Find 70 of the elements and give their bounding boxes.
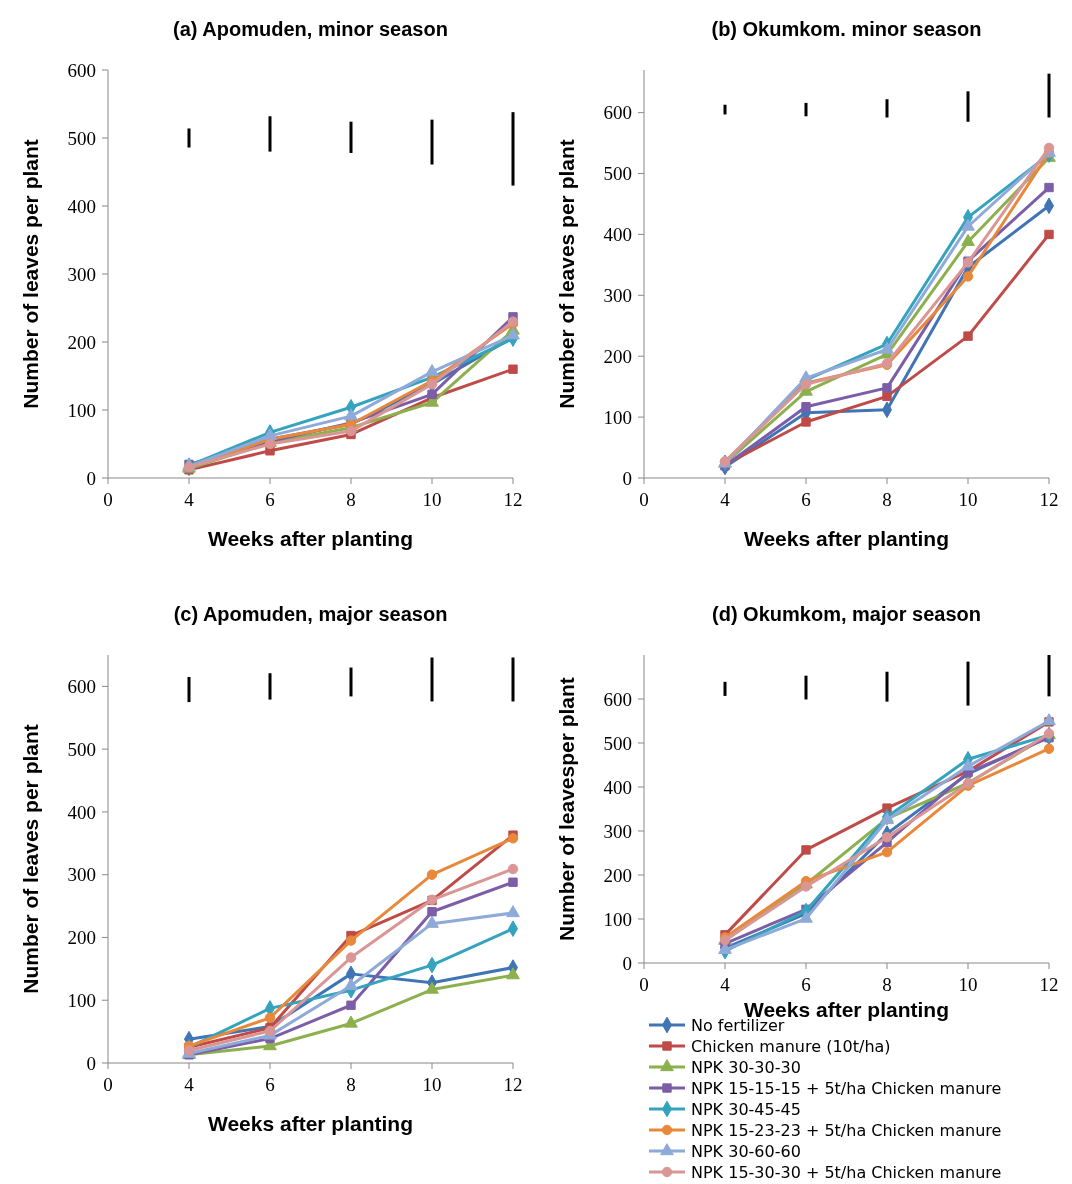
y-tick-label: 400: [603, 224, 632, 246]
x-tick-label: 0: [639, 489, 649, 510]
x-tick-label: 10: [422, 1074, 442, 1095]
y-axis-title: Number of leaves per plant: [555, 139, 578, 409]
x-tick-label: 8: [882, 974, 892, 995]
x-tick-label: 12: [503, 1074, 523, 1095]
x-tick-label: 10: [422, 489, 442, 510]
chart-title: (a) Apomuden, minor season: [173, 18, 448, 40]
x-tick-label: 6: [265, 489, 275, 510]
y-tick-label: 600: [67, 59, 96, 81]
y-tick-label: 400: [67, 195, 96, 217]
chart-title: (d) Okumkom, major season: [712, 603, 981, 625]
legend-label: NPK 30-60-60: [691, 1141, 801, 1161]
y-tick-label: 200: [67, 331, 96, 353]
x-tick-label: 10: [958, 489, 978, 510]
legend-label: NPK 30-45-45: [691, 1099, 801, 1119]
x-tick-label: 4: [720, 974, 731, 995]
chart-title: (c) Apomuden, major season: [173, 603, 448, 625]
y-tick-label: 200: [603, 864, 632, 886]
legend-label: NPK 30-30-30: [691, 1057, 801, 1077]
y-tick-label: 600: [603, 102, 632, 124]
y-tick-label: 600: [67, 676, 96, 698]
legend-label: Chicken manure (10t/ha): [691, 1036, 891, 1056]
x-tick-label: 8: [346, 489, 356, 510]
chart-title: (b) Okumkom. minor season: [711, 18, 982, 40]
y-tick-label: 0: [622, 952, 632, 974]
y-tick-label: 100: [67, 989, 96, 1011]
x-axis-title: Weeks after planting: [744, 527, 949, 550]
y-tick-label: 500: [603, 732, 632, 754]
x-tick-label: 4: [720, 489, 731, 510]
y-tick-label: 200: [603, 345, 632, 367]
y-tick-label: 300: [603, 284, 632, 306]
legend-label: NPK 15-23-23 + 5t/ha Chicken manure: [691, 1120, 1002, 1140]
x-tick-label: 6: [265, 1074, 275, 1095]
y-tick-label: 100: [603, 908, 632, 930]
x-tick-label: 6: [801, 489, 811, 510]
x-tick-label: 10: [958, 974, 978, 995]
y-tick-label: 0: [86, 467, 96, 489]
y-tick-label: 300: [603, 820, 632, 842]
x-tick-label: 8: [346, 1074, 356, 1095]
y-tick-label: 400: [603, 776, 632, 798]
x-tick-label: 6: [801, 974, 811, 995]
y-tick-label: 300: [67, 864, 96, 886]
y-tick-label: 0: [622, 467, 632, 489]
y-axis-title: Number of leaves per plant: [19, 139, 42, 409]
y-tick-label: 500: [67, 127, 96, 149]
y-tick-label: 600: [603, 688, 632, 710]
y-tick-label: 400: [67, 801, 96, 823]
x-tick-label: 0: [103, 489, 113, 510]
x-tick-label: 0: [639, 974, 649, 995]
y-tick-label: 200: [67, 927, 96, 949]
x-tick-label: 4: [184, 1074, 195, 1095]
x-tick-label: 12: [503, 489, 523, 510]
x-tick-label: 12: [1039, 974, 1059, 995]
x-axis-title: Weeks after planting: [208, 1112, 413, 1135]
y-tick-label: 500: [67, 738, 96, 760]
legend-label: NPK 15-15-15 + 5t/ha Chicken manure: [691, 1078, 1002, 1098]
x-tick-label: 0: [103, 1074, 113, 1095]
y-axis-title: Number of leaves per plant: [19, 724, 42, 994]
y-tick-label: 500: [603, 163, 632, 185]
x-tick-label: 12: [1039, 489, 1059, 510]
legend-label: NPK 15-30-30 + 5t/ha Chicken manure: [691, 1162, 1002, 1182]
y-tick-label: 300: [67, 263, 96, 285]
y-axis-title: Number of leavesper plant: [555, 677, 578, 941]
x-tick-label: 8: [882, 489, 892, 510]
x-axis-title: Weeks after planting: [208, 527, 413, 550]
x-tick-label: 4: [184, 489, 195, 510]
y-tick-label: 0: [86, 1052, 96, 1074]
y-tick-label: 100: [603, 406, 632, 428]
y-tick-label: 100: [67, 399, 96, 421]
